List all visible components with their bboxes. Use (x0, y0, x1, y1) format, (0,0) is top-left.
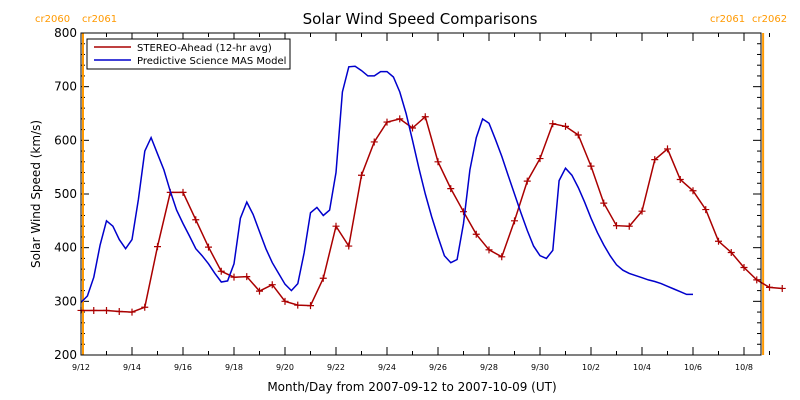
plot-area: 200 300 400 500 600 700 800 9/12 9/14 9/16 9/18 9/2… (54, 26, 786, 372)
stereo-data-point (600, 199, 608, 207)
x-tick-label: 9/14 (123, 363, 141, 372)
stereo-data-point (307, 302, 314, 310)
stereo-data-point (778, 284, 786, 292)
stereo-data-point (664, 145, 671, 153)
stereo-data-point (421, 113, 429, 121)
stereo-data-point (128, 308, 136, 316)
stereo-data-point (689, 187, 697, 195)
x-tick-label: 9/24 (378, 363, 396, 372)
stereo-data-point (727, 248, 735, 256)
stereo-data-point (383, 118, 391, 126)
stereo-data-point (472, 230, 480, 238)
stereo-data-point (268, 281, 276, 289)
x-axis-label: Month/Day from 2007-09-12 to 2007-10-09 … (267, 380, 556, 394)
x-tick-label: 9/18 (225, 363, 243, 372)
stereo-data-point (460, 208, 467, 216)
legend-label-mas-model: Predictive Science MAS Model (137, 56, 286, 67)
stereo-data-point (676, 176, 684, 184)
stereo-data-point (485, 246, 493, 254)
stereo-data-point (498, 253, 506, 261)
stereo-data-point (536, 155, 544, 163)
stereo-data-point (511, 217, 518, 225)
chart-title: Solar Wind Speed Comparisons (303, 10, 538, 28)
stereo-data-point (562, 122, 569, 130)
legend-box (86, 38, 291, 70)
stereo-data-point (625, 222, 633, 230)
stereo-data-point (638, 207, 646, 215)
stereo-data-point (549, 120, 557, 128)
stereo-data-point (766, 283, 773, 291)
x-tick-label: 10/6 (684, 363, 702, 372)
stereo-data-point (217, 267, 225, 275)
stereo-data-point (447, 185, 455, 193)
y-tick-label: 500 (54, 187, 77, 201)
stereo-data-point (90, 306, 98, 314)
stereo-data-point (230, 273, 238, 281)
stereo-data-point (396, 115, 404, 123)
stereo-data-point (319, 274, 327, 282)
stereo-data-point (281, 297, 289, 305)
stereo-data-point (115, 308, 123, 316)
stereo-data-point (179, 188, 187, 196)
stereo-data-point (434, 158, 442, 166)
stereo-data-point (345, 242, 353, 250)
stereo-data-point (256, 287, 263, 295)
stereo-data-point (243, 273, 251, 281)
x-tick-label: 10/8 (735, 363, 753, 372)
stereo-data-point (587, 162, 595, 170)
y-tick-label: 300 (54, 294, 77, 308)
cr-marker-2-right-label: cr2062 (752, 14, 787, 25)
stereo-data-point (141, 303, 149, 311)
stereo-data-point (103, 306, 110, 314)
x-tick-label: 9/12 (72, 363, 90, 372)
x-tick-label: 9/22 (327, 363, 345, 372)
x-tick-label: 9/28 (480, 363, 498, 372)
stereo-data-point (523, 177, 531, 185)
stereo-data-point (370, 138, 378, 146)
y-tick-label: 600 (54, 133, 77, 147)
stereo-data-point (332, 222, 340, 230)
y-tick-label: 200 (54, 348, 77, 362)
cr-marker-1-right-label: cr2061 (82, 14, 117, 25)
stereo-data-point (294, 301, 302, 309)
x-tick-label: 10/2 (582, 363, 600, 372)
stereo-data-point (192, 216, 200, 224)
stereo-data-point (574, 131, 582, 139)
stereo-data-point (715, 237, 722, 245)
plot-frame (80, 32, 762, 356)
stereo-data-point (651, 156, 659, 164)
series-line-mas-model (80, 65, 693, 303)
stereo-data-point (613, 222, 620, 230)
series-line-stereo (81, 115, 783, 313)
cr-marker-2-left-label: cr2061 (710, 14, 745, 25)
x-tick-label: 9/20 (276, 363, 294, 372)
y-tick-label: 400 (54, 241, 77, 255)
stereo-data-point (358, 171, 365, 179)
x-tick-label: 10/4 (633, 363, 651, 372)
y-tick-label: 800 (54, 26, 77, 40)
y-tick-label: 700 (54, 80, 77, 94)
stereo-data-point (740, 264, 748, 272)
x-tick-label: 9/30 (531, 363, 549, 372)
y-axis-label: Solar Wind Speed (km/s) (29, 120, 43, 268)
x-tick-label: 9/16 (174, 363, 192, 372)
stereo-data-point (205, 243, 212, 251)
legend-label-stereo: STEREO-Ahead (12-hr avg) (137, 43, 272, 54)
stereo-data-point (154, 243, 161, 251)
stereo-data-point (753, 276, 761, 284)
x-tick-label: 9/26 (429, 363, 447, 372)
cr-marker-1-left-label: cr2060 (35, 14, 70, 25)
legend: STEREO-Ahead (12-hr avg) Predictive Scie… (86, 38, 291, 70)
stereo-data-point (702, 206, 710, 214)
